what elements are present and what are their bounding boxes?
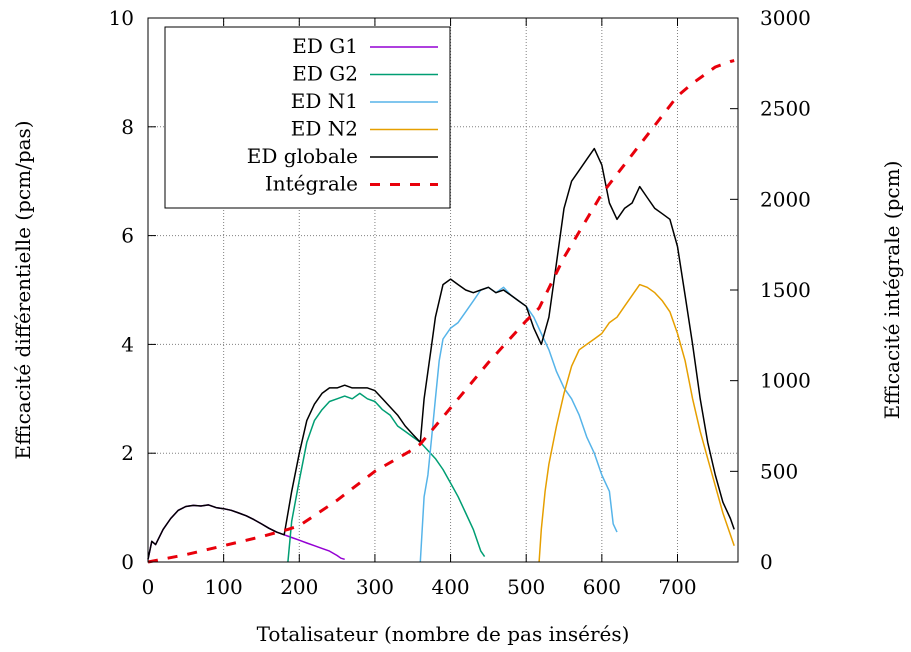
legend-label: ED G2 (292, 62, 358, 86)
y2-tick-label: 2000 (760, 187, 811, 211)
series-line-1 (287, 392, 486, 563)
y-tick-label: 8 (121, 115, 134, 139)
y-tick-label: 10 (109, 6, 134, 30)
x-tick-label: 100 (205, 575, 243, 599)
legend-label: Intégrale (265, 172, 358, 196)
x-tick-label: 400 (431, 575, 469, 599)
series-line-5 (147, 59, 735, 564)
x-tick-label: 700 (658, 575, 696, 599)
ticks: 0 100 200 300 400 500 600 700024681005001000150… (109, 6, 811, 599)
y-axis-title: Efficacité différentielle (pcm/pas) (11, 120, 35, 459)
y-tick-label: 0 (121, 550, 134, 574)
y2-tick-label: 2500 (760, 97, 811, 121)
x-tick-label: 0 (142, 575, 155, 599)
legend-box (164, 26, 451, 209)
y-tick-label: 4 (121, 332, 134, 356)
legend-label: ED G1 (292, 34, 358, 58)
y-tick-label: 2 (121, 441, 134, 465)
x-tick-label: 500 (507, 575, 545, 599)
series-line-2 (419, 286, 618, 563)
y2-axis-title: Efficacité intégrale (pcm) (880, 161, 904, 420)
legend-label: ED N2 (291, 117, 358, 141)
x-tick-label: 200 (280, 575, 318, 599)
y2-tick-label: 0 (760, 550, 773, 574)
x-tick-label: 300 (356, 575, 394, 599)
x-axis-title: Totalisateur (nombre de pas insérés) (257, 622, 630, 646)
series-line-3 (538, 283, 735, 563)
series-layer (147, 59, 735, 564)
legend-label: ED globale (247, 144, 358, 168)
legend-label: ED N1 (291, 89, 358, 113)
y2-tick-label: 3000 (760, 6, 811, 30)
y2-tick-label: 1000 (760, 369, 811, 393)
x-tick-label: 600 (583, 575, 621, 599)
series-line-0 (147, 504, 345, 561)
y2-tick-label: 1500 (760, 278, 811, 302)
legend: ED G1 ED G2 ED N1 ED N2 ED globale Intégrale (164, 26, 451, 209)
y-tick-label: 6 (121, 224, 134, 248)
series-line-4 (147, 147, 735, 560)
y2-tick-label: 500 (760, 459, 798, 483)
